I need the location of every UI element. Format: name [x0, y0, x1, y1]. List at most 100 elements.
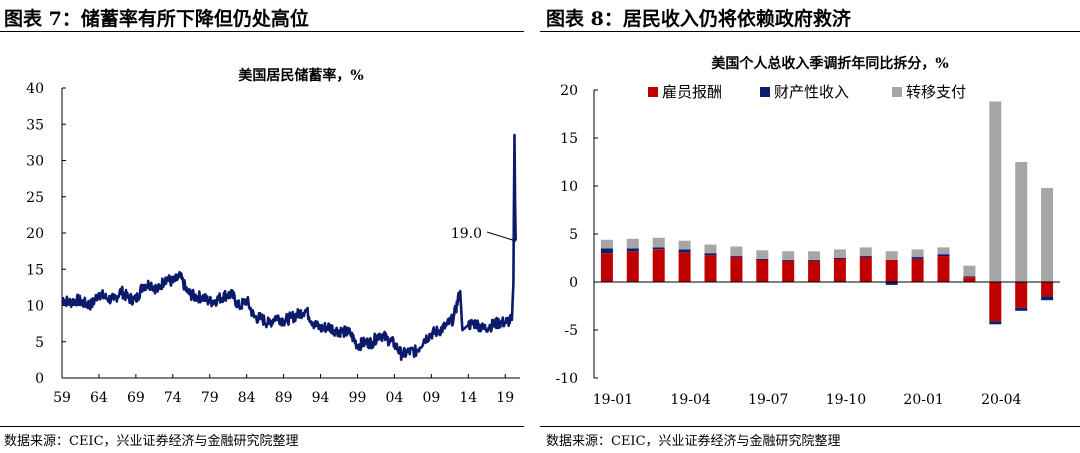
bar-segment: [782, 251, 795, 260]
bar-segment: [678, 240, 691, 250]
bar-segment: [859, 247, 872, 256]
right-bottom-rule: [540, 426, 1080, 427]
y-tick-label: 10: [26, 299, 44, 315]
bar-segment: [963, 265, 976, 277]
bar-segment: [678, 252, 691, 282]
annotation-leader-line: [486, 231, 514, 241]
bar-segment: [937, 247, 950, 255]
bar-segment: [678, 249, 691, 253]
bar-segment: [756, 259, 769, 282]
y-tick-label: 20: [26, 226, 44, 242]
y-tick-label: 0: [569, 275, 578, 291]
bar-segment: [704, 255, 717, 282]
bar-segment: [911, 257, 924, 259]
y-tick-label: -5: [564, 323, 578, 339]
bar-segment: [989, 321, 1002, 325]
savings-rate-line: [61, 133, 517, 361]
bar-segment: [885, 259, 898, 282]
bar-segment: [704, 253, 717, 256]
bar-segment: [989, 101, 1002, 282]
left-bottom-rule: [0, 426, 524, 427]
y-tick-label: 5: [35, 335, 44, 351]
bar-segment: [1041, 282, 1054, 297]
y-tick-label: 5: [569, 227, 578, 243]
bar-segment: [730, 246, 743, 257]
y-tick-label: 30: [26, 154, 44, 170]
bar-segment: [756, 259, 769, 260]
x-tick-label: 20-04: [981, 392, 1021, 408]
y-tick-label: 40: [26, 81, 44, 97]
legend-swatch: [648, 87, 658, 97]
bar-segment: [1015, 162, 1028, 282]
legend-label: 财产性收入: [774, 83, 849, 101]
right-top-rule: [540, 31, 1080, 32]
bar-segment: [626, 238, 639, 249]
left-panel-title: 图表 7：储蓄率有所下降但仍处高位: [4, 8, 309, 30]
x-tick-label: 04: [386, 390, 404, 406]
bar-segment: [859, 256, 872, 258]
left-top-rule: [0, 31, 524, 32]
bar-segment: [1041, 296, 1054, 301]
x-tick-label: 19-01: [593, 392, 633, 408]
x-tick-label: 94: [312, 390, 330, 406]
bar-segment: [808, 260, 821, 282]
x-tick-label: 09: [422, 390, 440, 406]
y-tick-label: 15: [26, 262, 44, 278]
x-tick-label: 79: [201, 390, 219, 406]
x-tick-label: 19: [496, 390, 514, 406]
bar-segment: [1041, 187, 1054, 282]
bar-segment: [730, 256, 743, 258]
bar-segment: [859, 257, 872, 282]
bar-segment: [885, 282, 898, 285]
bar-segment: [600, 239, 613, 249]
y-tick-label: 15: [560, 131, 578, 147]
bar-segment: [808, 259, 821, 261]
savings-rate-chart: 美国居民储蓄率，% 0 5 10 15 20 25 30 35 40 59 64 69 74 79 84 89 9…: [26, 67, 520, 406]
left-source-note: 数据来源：CEIC，兴业证券经济与金融研究院整理: [4, 434, 299, 449]
bar-segment: [885, 251, 898, 260]
legend-swatch: [760, 87, 770, 97]
bar-segment: [937, 254, 950, 257]
bar-segment: [808, 251, 821, 260]
bar-segment: [963, 277, 976, 282]
legend-label: 雇员报酬: [662, 83, 722, 101]
bar-segment: [782, 259, 795, 261]
y-tick-label: 35: [26, 117, 44, 133]
x-tick-label: 99: [349, 390, 367, 406]
x-tick-label: 69: [127, 390, 145, 406]
x-tick-label: 20-01: [903, 392, 943, 408]
bar-segment: [600, 253, 613, 282]
legend-label: 转移支付: [906, 83, 966, 101]
x-tick-label: 19-07: [748, 392, 788, 408]
bar-segment: [1015, 282, 1028, 308]
bar-segment: [626, 251, 639, 282]
right-source-note: 数据来源：CEIC，兴业证券经济与金融研究院整理: [546, 434, 841, 449]
bar-segment: [937, 256, 950, 282]
bar-segment: [911, 259, 924, 282]
x-tick-label: 84: [238, 390, 256, 406]
x-tick-label: 74: [164, 390, 182, 406]
bar-segment: [833, 258, 846, 259]
bar-segment: [989, 282, 1002, 322]
chart-title: 美国个人总收入季调折年同比拆分，%: [711, 55, 948, 72]
y-tick-label: 10: [560, 179, 578, 195]
x-tick-label: 64: [90, 390, 108, 406]
bar-segment: [963, 276, 976, 278]
bar-segment: [600, 248, 613, 254]
bar-segment: [833, 259, 846, 282]
x-tick-label: 19-04: [670, 392, 710, 408]
y-tick-label: 20: [560, 83, 578, 99]
bar-segment: [782, 260, 795, 282]
y-tick-label: -10: [555, 371, 578, 387]
x-tick-label: 14: [459, 390, 477, 406]
bar-segment: [756, 250, 769, 259]
bar-segment: [911, 249, 924, 258]
x-tick-label: 89: [275, 390, 293, 406]
x-tick-label: 59: [53, 390, 71, 406]
bar-segment: [626, 248, 639, 252]
bar-segment: [704, 244, 717, 254]
bar-segment: [652, 247, 665, 250]
chart-title: 美国居民储蓄率，%: [238, 67, 363, 84]
x-tick-label: 19-10: [826, 392, 866, 408]
income-breakdown-chart: 美国个人总收入季调折年同比拆分，% 雇员报酬 财产性收入 转移支付 -10 -5 0 5 10 1…: [555, 55, 1060, 408]
